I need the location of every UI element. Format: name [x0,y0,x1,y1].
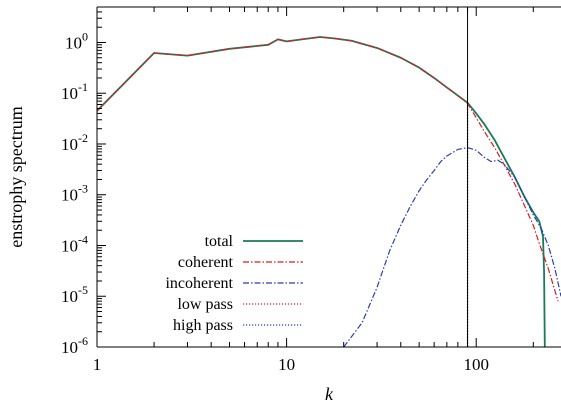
series-line-incoherent [343,146,561,347]
y-tick-label: 10-6 [61,334,88,357]
legend: total coherent incoherent low pass high pass [165,233,303,334]
y-tick-label: 10-2 [61,131,88,154]
y-tick-label: 10-4 [61,232,88,255]
x-tick-label: 1 [93,355,102,374]
x-tick-label: 100 [463,355,489,374]
legend-label: coherent [178,254,234,271]
x-axis-label: k [325,384,334,404]
series-line-total [97,36,546,347]
y-tick-label: 10-3 [61,182,88,205]
y-tick-label: 100 [65,29,88,52]
legend-label: total [205,233,234,250]
y-axis-label: enstrophy spectrum [6,106,26,247]
legend-label: incoherent [165,275,233,292]
x-tick-label: 10 [278,355,295,374]
y-tick-label: 10-5 [61,283,88,306]
series-line-coherent [97,36,559,302]
y-tick-label: 10-1 [61,80,88,103]
legend-label: low pass [177,296,233,313]
legend-label: high pass [173,317,233,334]
